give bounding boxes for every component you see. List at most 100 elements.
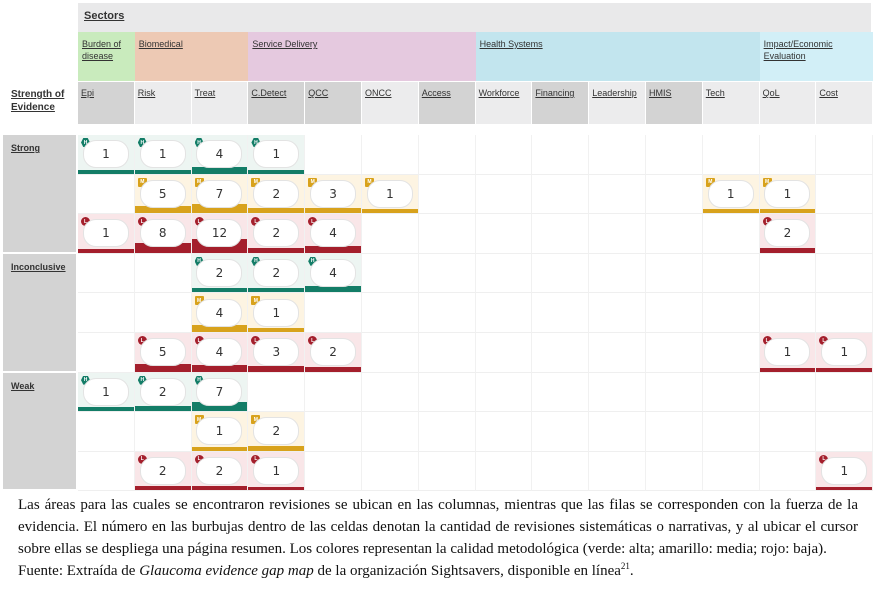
column-header-c-detect[interactable]: C.Detect xyxy=(248,82,305,124)
column-header-qol[interactable]: QoL xyxy=(759,82,816,124)
review-count-bubble[interactable]: 2 xyxy=(196,259,243,288)
column-header-epi[interactable]: Epi xyxy=(78,82,134,124)
review-count-bubble[interactable]: 12 xyxy=(196,219,243,248)
strength-label-strong[interactable]: Strong xyxy=(3,135,76,252)
review-count-bubble[interactable]: 1 xyxy=(764,338,811,367)
review-count-bubble[interactable]: 1 xyxy=(253,457,300,486)
evidence-cell[interactable]: L 12 xyxy=(191,214,249,254)
review-count-bubble[interactable]: 2 xyxy=(253,259,300,288)
strength-label-weak[interactable]: Weak xyxy=(3,372,76,490)
review-count-bubble[interactable]: 2 xyxy=(310,338,357,367)
review-count-bubble[interactable]: 1 xyxy=(196,417,243,446)
review-count-bubble[interactable]: 4 xyxy=(310,259,357,288)
grid-cell xyxy=(475,333,533,373)
review-count-bubble[interactable]: 7 xyxy=(196,179,243,208)
sectors-title[interactable]: Sectors xyxy=(84,10,125,22)
review-count-bubble[interactable]: 1 xyxy=(253,140,300,169)
column-header-treat[interactable]: Treat xyxy=(191,82,248,124)
sector-header-burden-of-disease[interactable]: Burden of disease xyxy=(78,32,135,81)
review-count-bubble[interactable]: 1 xyxy=(82,377,129,406)
review-count-bubble[interactable]: 2 xyxy=(253,179,300,208)
sector-header-biomedical[interactable]: Biomedical xyxy=(134,32,249,81)
review-count-bubble[interactable]: 7 xyxy=(196,377,243,406)
column-header-hmis[interactable]: HMIS xyxy=(646,82,702,124)
column-header-risk[interactable]: Risk xyxy=(134,82,191,124)
column-header-qcc[interactable]: QCC xyxy=(305,82,361,124)
review-count-bubble[interactable]: 2 xyxy=(139,377,186,406)
strength-of-evidence-header[interactable]: Strength of Evidence xyxy=(11,89,65,113)
review-count-bubble[interactable]: 1 xyxy=(139,140,186,169)
review-count-bubble[interactable]: 3 xyxy=(253,338,300,367)
review-count-bubble[interactable]: 3 xyxy=(310,179,357,208)
sector-header-impact-economic-evaluation[interactable]: Impact/Economic Evaluation xyxy=(759,32,874,81)
review-count-bubble[interactable]: 5 xyxy=(139,338,186,367)
column-header-cost[interactable]: Cost xyxy=(816,82,873,124)
strength-label-inconclusive[interactable]: Inconclusive xyxy=(3,253,76,371)
review-count-bubble[interactable]: 4 xyxy=(196,298,243,327)
review-count-bubble[interactable]: 1 xyxy=(821,457,868,486)
review-count-bubble[interactable]: 2 xyxy=(139,457,186,486)
review-count-bubble[interactable]: 2 xyxy=(764,219,811,248)
sector-header-service-delivery[interactable]: Service Delivery xyxy=(248,32,476,81)
review-count-bubble[interactable]: 1 xyxy=(366,179,413,208)
column-header-leadership[interactable]: Leadership xyxy=(589,82,645,124)
review-count-bubble[interactable]: 1 xyxy=(253,298,300,327)
review-count-bubble[interactable]: 1 xyxy=(82,140,129,169)
column-header-access[interactable]: Access xyxy=(418,82,475,124)
column-header-workforce[interactable]: Workforce xyxy=(475,82,532,124)
column-header-financing[interactable]: Financing xyxy=(532,82,589,124)
quality-medium-icon: M xyxy=(251,177,261,187)
review-count-bubble[interactable]: 2 xyxy=(253,219,300,248)
review-count-bubble[interactable]: 1 xyxy=(821,338,868,367)
review-count-bubble[interactable]: 4 xyxy=(196,338,243,367)
column-header-oncc[interactable]: ONCC xyxy=(362,82,418,124)
review-count-bubble[interactable]: 1 xyxy=(707,179,754,208)
review-count-bubble[interactable]: 8 xyxy=(139,219,186,248)
review-count-bubble[interactable]: 1 xyxy=(82,219,129,248)
review-count-bubble[interactable]: 5 xyxy=(139,179,186,208)
column-header-tech[interactable]: Tech xyxy=(702,82,759,124)
review-count-bubble[interactable]: 2 xyxy=(196,457,243,486)
sector-header-health-systems[interactable]: Health Systems xyxy=(475,32,760,81)
review-count-bubble[interactable]: 4 xyxy=(196,140,243,169)
review-count-bubble[interactable]: 1 xyxy=(764,179,811,208)
review-count-bubble[interactable]: 4 xyxy=(310,219,357,248)
review-count-bubble[interactable]: 2 xyxy=(253,417,300,446)
